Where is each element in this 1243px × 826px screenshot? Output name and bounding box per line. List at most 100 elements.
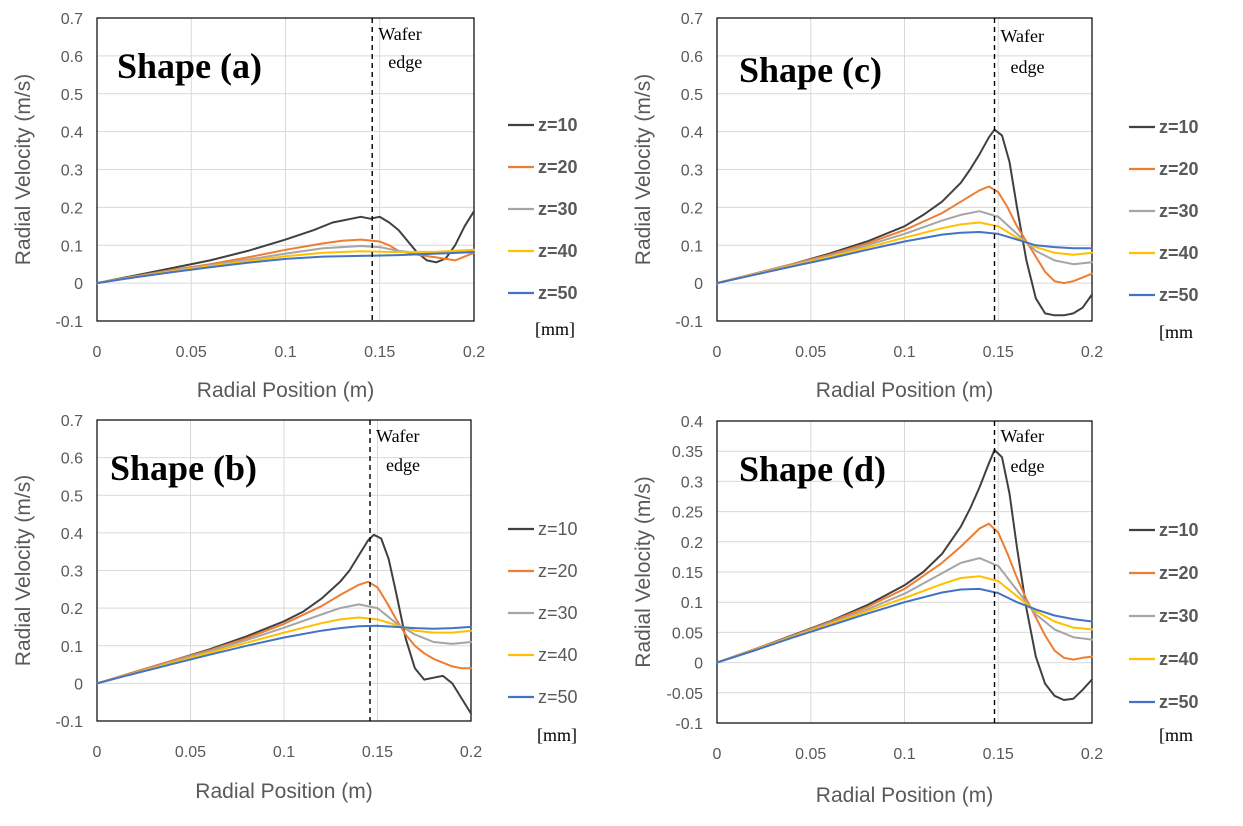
series-line-z=10 <box>716 128 1093 317</box>
x-tick-label: 0.05 <box>176 344 207 361</box>
legend: z=10 z=20 z=30 z=40 z=50 [mm] <box>508 115 578 339</box>
series-line-z=40 <box>716 221 1093 285</box>
y-tick-label: 0 <box>74 276 83 293</box>
legend-entry: z=30 <box>538 199 578 219</box>
series-line-z=20 <box>716 185 1093 285</box>
series-line-z=40 <box>96 616 472 685</box>
y-tick-label: 0.6 <box>681 49 703 66</box>
series-line-z=20 <box>716 522 1093 664</box>
y-axis-label: Radial Velocity (m/s) <box>632 74 655 265</box>
x-tick-label: 0 <box>713 746 722 763</box>
legend-unit-label: [mm] <box>537 725 577 745</box>
wafer-edge-label: edge <box>1011 57 1045 77</box>
legend-entry: z=30 <box>1159 606 1199 626</box>
x-tick-label: 0.1 <box>273 744 295 761</box>
x-axis-label: Radial Position (m) <box>197 379 374 402</box>
y-tick-label: -0.1 <box>675 314 703 331</box>
legend-entry: z=20 <box>1159 159 1199 179</box>
legend-entry: z=40 <box>538 241 578 261</box>
y-tick-label: 0.2 <box>61 200 83 217</box>
legend-entry: z=30 <box>538 603 578 623</box>
series-line-z=10 <box>96 533 472 715</box>
wafer-edge-label: edge <box>1011 456 1045 476</box>
plot-area-border <box>96 419 472 722</box>
y-tick-label: 0 <box>694 276 703 293</box>
series-line-z=50 <box>716 231 1093 285</box>
series-line-z=50 <box>96 251 475 285</box>
legend-entry: z=10 <box>1159 117 1199 137</box>
legend-entry: z=30 <box>1159 201 1199 221</box>
legend-entry: z=50 <box>1159 692 1199 712</box>
legend-unit-label: [mm <box>1159 322 1193 342</box>
x-tick-label: 0.05 <box>795 746 826 763</box>
y-tick-label: 0.5 <box>681 87 703 104</box>
y-tick-label: 0 <box>74 676 83 693</box>
y-axis-label: Radial Velocity (m/s) <box>12 74 35 265</box>
x-tick-label: 0.05 <box>795 344 826 361</box>
y-tick-label: 0.1 <box>681 595 703 612</box>
x-tick-label: 0.1 <box>893 746 915 763</box>
y-tick-label: 0.25 <box>672 505 703 522</box>
legend-entry: z=40 <box>538 645 578 665</box>
wafer-edge-label: Wafer <box>376 426 420 446</box>
legend-entry: z=50 <box>1159 285 1199 305</box>
y-tick-label: 0.4 <box>681 125 703 142</box>
y-tick-label: 0.15 <box>672 565 703 582</box>
y-tick-label: 0.1 <box>61 238 83 255</box>
x-tick-label: 0.15 <box>983 344 1014 361</box>
y-tick-label: -0.1 <box>55 314 83 331</box>
y-tick-label: 0 <box>694 656 703 673</box>
legend-entry: z=40 <box>1159 649 1199 669</box>
plot-area-border <box>716 17 1093 322</box>
x-tick-label: 0.2 <box>1081 344 1103 361</box>
legend-entry: z=10 <box>1159 520 1199 540</box>
wafer-edge-label: edge <box>386 455 420 475</box>
x-tick-label: 0.2 <box>460 744 482 761</box>
chart-panel-b: -0.1 0 0.1 0.2 0.3 0.4 0.5 0.6 0.7 0 0.05 0.1 0.15 0.… <box>12 413 578 803</box>
panel-title: Shape (a) <box>117 46 262 86</box>
x-tick-label: 0.1 <box>893 344 915 361</box>
series-line-z=10 <box>96 210 475 285</box>
y-tick-label: 0.2 <box>681 535 703 552</box>
y-tick-label: 0.3 <box>681 474 703 491</box>
chart-panel-d: -0.1 -0.05 0 0.05 0.1 0.15 0.2 0.25 0.3 0.35 0.4 0 0… <box>632 414 1199 807</box>
legend-unit-label: [mm <box>1159 725 1193 745</box>
x-axis-label: Radial Position (m) <box>195 780 372 803</box>
y-tick-label: 0.6 <box>61 451 83 468</box>
legend-entry: z=50 <box>538 687 578 707</box>
y-tick-label: 0.2 <box>681 200 703 217</box>
x-axis-label: Radial Position (m) <box>816 379 993 402</box>
y-tick-label: 0.4 <box>61 125 83 142</box>
x-tick-label: 0 <box>713 344 722 361</box>
series-line-z=10 <box>716 449 1093 701</box>
x-tick-label: 0.1 <box>274 344 296 361</box>
x-tick-label: 0.2 <box>463 344 485 361</box>
legend: z=10 z=20 z=30 z=40 z=50 [mm <box>1129 520 1199 745</box>
legend: z=10 z=20 z=30 z=40 z=50 [mm <box>1129 117 1199 342</box>
y-tick-label: 0.1 <box>681 238 703 255</box>
x-tick-label: 0.15 <box>983 746 1014 763</box>
legend: z=10 z=20 z=30 z=40 z=50 [mm] <box>508 519 578 745</box>
x-tick-label: 0.2 <box>1081 746 1103 763</box>
x-tick-label: 0 <box>93 344 102 361</box>
series-line-z=20 <box>96 580 472 685</box>
y-tick-label: 0.1 <box>61 639 83 656</box>
y-tick-label: 0.7 <box>61 413 83 430</box>
y-tick-label: 0.7 <box>61 11 83 28</box>
y-tick-label: 0.5 <box>61 87 83 104</box>
chart-panel-a: -0.1 0 0.1 0.2 0.3 0.4 0.5 0.6 0.7 0 0.05 0.1 0.15 0.… <box>12 11 578 402</box>
y-tick-label: -0.1 <box>675 716 703 733</box>
legend-entry: z=20 <box>538 157 578 177</box>
legend-unit-label: [mm] <box>535 319 575 339</box>
wafer-edge-label: edge <box>388 52 422 72</box>
x-tick-label: 0.15 <box>364 344 395 361</box>
y-axis-label: Radial Velocity (m/s) <box>12 475 35 666</box>
y-tick-label: -0.05 <box>667 686 704 703</box>
x-tick-label: 0.15 <box>362 744 393 761</box>
y-tick-label: 0.3 <box>61 564 83 581</box>
y-tick-label: 0.4 <box>61 526 83 543</box>
wafer-edge-label: Wafer <box>1001 426 1045 446</box>
y-tick-label: 0.2 <box>61 601 83 618</box>
x-tick-label: 0 <box>93 744 102 761</box>
y-axis-label: Radial Velocity (m/s) <box>632 476 655 667</box>
